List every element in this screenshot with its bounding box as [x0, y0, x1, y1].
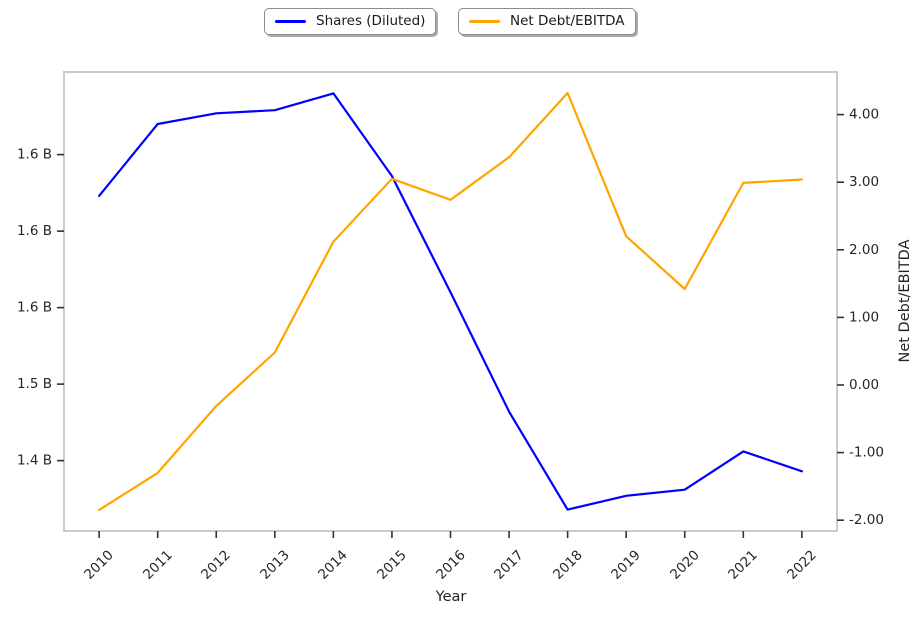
series-line-shares-diluted [97, 92, 804, 511]
legend-net-debt-ebitda: Net Debt/EBITDA [458, 8, 636, 35]
legend-label-net-debt: Net Debt/EBITDA [510, 12, 625, 29]
left-y-tick-label: 1.5 B [17, 376, 52, 392]
right-y-tick-label: -2.00 [849, 512, 884, 528]
left-y-tick-label: 1.6 B [17, 147, 52, 163]
series-line-net-debt-ebitda [97, 91, 804, 512]
left-y-tick-label: 1.4 B [17, 453, 52, 469]
right-y-tick-label: 3.00 [849, 174, 879, 190]
legend-shares-diluted: Shares (Diluted) [264, 8, 437, 35]
right-y-axis-title: Net Debt/EBITDA [897, 239, 913, 363]
legend-line-sample-shares [275, 20, 306, 23]
left-y-tick-label: 1.6 B [17, 300, 52, 316]
right-y-tick-label: 4.00 [849, 107, 879, 123]
x-axis-title: Year [435, 589, 467, 605]
legend-line-sample-net-debt [469, 20, 500, 23]
legend-label-shares: Shares (Diluted) [316, 12, 426, 29]
right-y-tick-label: 2.00 [849, 242, 879, 258]
right-y-tick-label: 0.00 [849, 377, 879, 393]
right-y-tick-label: 1.00 [849, 309, 879, 325]
left-y-tick-label: 1.6 B [17, 223, 52, 239]
plot-frame [63, 71, 838, 532]
right-y-tick-label: -1.00 [849, 445, 884, 461]
